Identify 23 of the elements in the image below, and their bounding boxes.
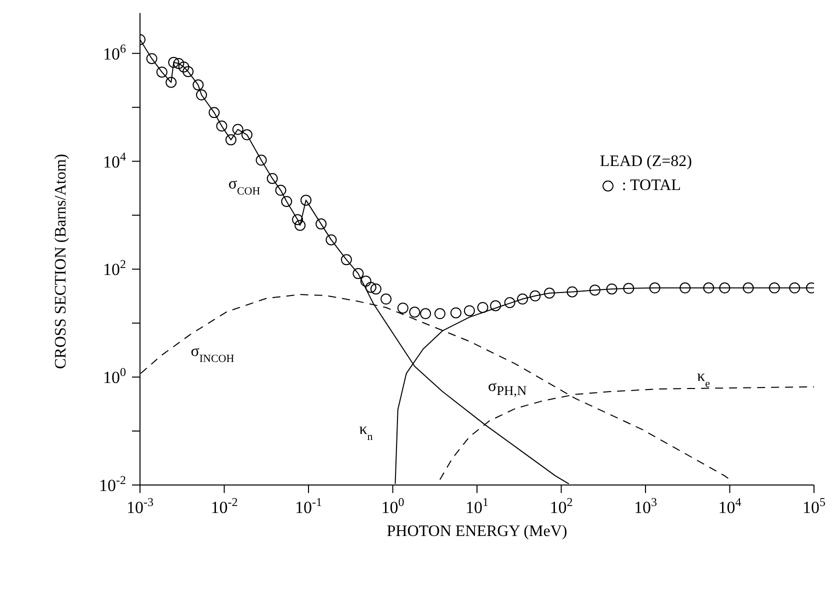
series-label: κ$_{e}$ xyxy=(697,368,710,390)
x-tick-label: 10$^{4}$ xyxy=(718,495,742,517)
series-label: σ$_{INCOH}$ xyxy=(190,342,234,365)
y-tick-label: 10$^{2}$ xyxy=(103,257,126,280)
y-axis-title: CROSS SECTION (Barns/Atom) xyxy=(52,154,70,369)
x-tick-label: 10$^{-2}$ xyxy=(210,495,238,517)
y-tick-label: 10$^{-2}$ xyxy=(99,473,126,495)
y-tick-label: 10$^{6}$ xyxy=(103,41,126,64)
series-label: κ$_{n}$ xyxy=(359,420,374,443)
legend-label: : TOTAL xyxy=(622,176,681,196)
series-label: σ$_{COH}$ xyxy=(228,175,260,198)
x-tick-label: 10$^{5}$ xyxy=(802,495,826,517)
x-tick-label: 10$^{1}$ xyxy=(466,495,488,517)
x-tick-label: 10$^{2}$ xyxy=(550,495,573,517)
x-tick-label: 10$^{0}$ xyxy=(381,495,404,517)
y-tick-label: 10$^{0}$ xyxy=(103,365,126,388)
annotation: σ$_{PH,N}$ xyxy=(488,378,527,400)
x-tick-label: 10$^{-1}$ xyxy=(295,495,322,517)
x-axis-title: PHOTON ENERGY (MeV) xyxy=(386,523,568,540)
x-tick-label: 10$^{3}$ xyxy=(634,495,657,517)
y-tick-label: 10$^{4}$ xyxy=(103,149,126,172)
x-tick-label: 10$^{-3}$ xyxy=(126,495,154,517)
annotation: LEAD (Z=82) xyxy=(600,152,692,172)
